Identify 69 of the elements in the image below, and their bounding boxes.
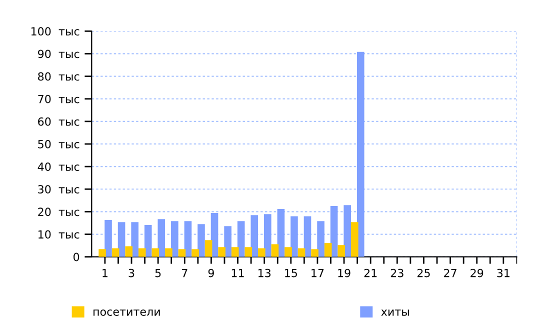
x-tick-label: 31	[497, 268, 510, 278]
x-tick-label: 9	[208, 268, 214, 278]
x-tick-label: 25	[417, 268, 430, 278]
bar	[290, 216, 298, 257]
x-tick-label: 19	[338, 268, 350, 278]
bar	[344, 205, 351, 257]
y-tick-label: 100 тыс	[31, 27, 80, 36]
y-tick-label: 20 тыс	[38, 208, 80, 216]
x-tick-label: 3	[128, 268, 134, 278]
bar	[204, 240, 212, 257]
y-tick-label: 70 тыс	[38, 94, 80, 104]
bar	[171, 221, 178, 257]
bar	[311, 249, 318, 257]
bar	[165, 248, 172, 257]
bar	[338, 245, 346, 257]
y-tick-label: 90 тыс	[38, 50, 80, 58]
bar	[231, 247, 239, 257]
x-tick-label: 21	[364, 268, 377, 278]
bar	[264, 214, 272, 257]
bar	[158, 219, 166, 257]
y-tick-label: 80 тыс	[38, 72, 80, 81]
bar	[218, 247, 226, 257]
bar	[237, 221, 245, 257]
bar	[298, 248, 306, 257]
x-tick-label: 7	[182, 268, 188, 278]
y-tick-label: 30 тыс	[38, 185, 80, 194]
x-tick-label: 15	[285, 268, 297, 278]
bar	[284, 247, 292, 257]
bar	[178, 249, 186, 257]
bar	[250, 215, 258, 257]
x-tick-label: 29	[470, 268, 484, 278]
bar	[277, 208, 285, 257]
bar	[192, 249, 199, 257]
bar	[98, 249, 106, 257]
bar	[244, 247, 252, 257]
y-tick-label: 50 тыс	[38, 140, 80, 148]
y-tick-label: 60 тыс	[38, 117, 80, 126]
bar	[330, 206, 338, 257]
bar	[198, 224, 205, 257]
x-tick-label: 1	[102, 268, 108, 278]
bar	[184, 221, 192, 257]
x-tick-label: 5	[155, 268, 161, 278]
bar	[131, 222, 138, 257]
bar	[304, 216, 312, 257]
x-tick-label: 13	[258, 268, 271, 278]
legend-label: посетители	[94, 309, 160, 316]
x-tick-label: 27	[444, 268, 456, 278]
bar	[351, 222, 358, 257]
bar	[224, 226, 232, 257]
bar	[324, 243, 332, 257]
bar	[125, 246, 132, 257]
bar	[112, 248, 120, 257]
y-tick-label: 0	[74, 252, 80, 262]
bar	[258, 248, 266, 257]
bar	[104, 220, 112, 257]
bar	[138, 248, 146, 257]
bar	[317, 221, 324, 257]
bar	[118, 222, 126, 257]
y-tick-label: 40 тыс	[38, 162, 80, 171]
bar	[271, 244, 279, 257]
x-tick-label: 23	[390, 268, 404, 278]
bar	[144, 225, 152, 257]
x-tick-label: 17	[312, 268, 324, 278]
bar	[210, 213, 218, 257]
legend-label: хиты	[381, 309, 409, 316]
bar	[356, 52, 364, 257]
y-tick-label: 10 тыс	[38, 230, 80, 239]
x-tick-label: 11	[232, 268, 244, 278]
bar	[152, 248, 160, 257]
